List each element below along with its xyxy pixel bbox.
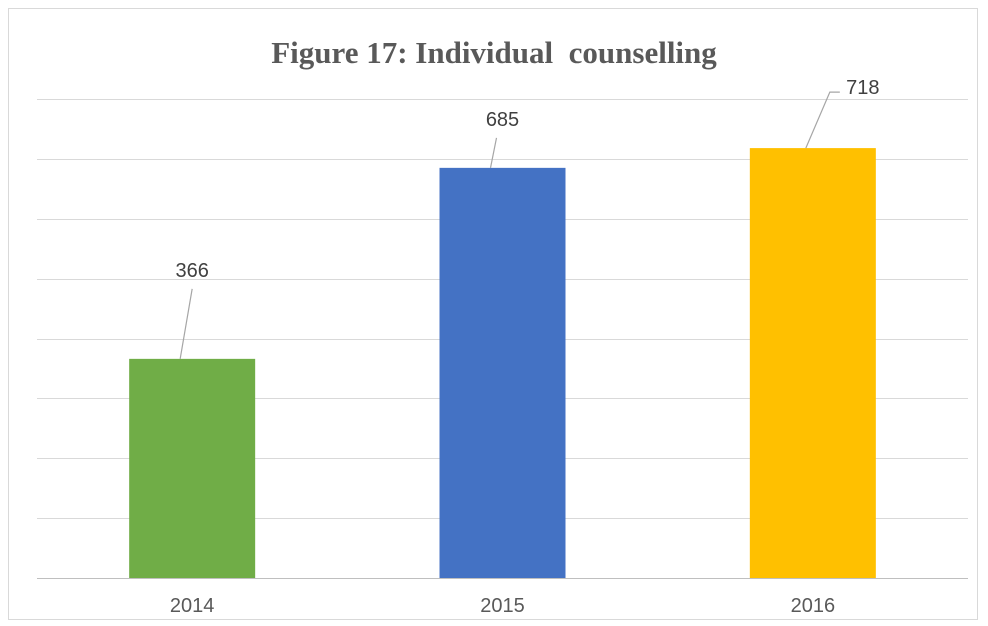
bar-2016 (749, 148, 876, 578)
bar-2015 (439, 167, 566, 578)
x-tick-label-2014: 2014 (170, 595, 215, 617)
x-axis-tick-labels: 2014 2015 2016 (170, 595, 835, 617)
data-labels: 366 685 718 (175, 77, 879, 282)
bar-2014 (129, 358, 256, 578)
label-leader-lines (179, 91, 840, 359)
bars (129, 148, 876, 578)
data-label-2015: 685 (486, 109, 519, 131)
data-label-2016: 718 (846, 77, 879, 99)
leader-line-2014 (179, 288, 193, 359)
x-tick-label-2015: 2015 (480, 595, 525, 617)
data-label-2014: 366 (175, 260, 208, 282)
leader-line-2016 (805, 91, 840, 149)
leader-line-2015 (489, 137, 498, 168)
chart-title: Figure 17: Individual counselling (271, 35, 717, 70)
x-tick-label-2016: 2016 (791, 595, 836, 617)
